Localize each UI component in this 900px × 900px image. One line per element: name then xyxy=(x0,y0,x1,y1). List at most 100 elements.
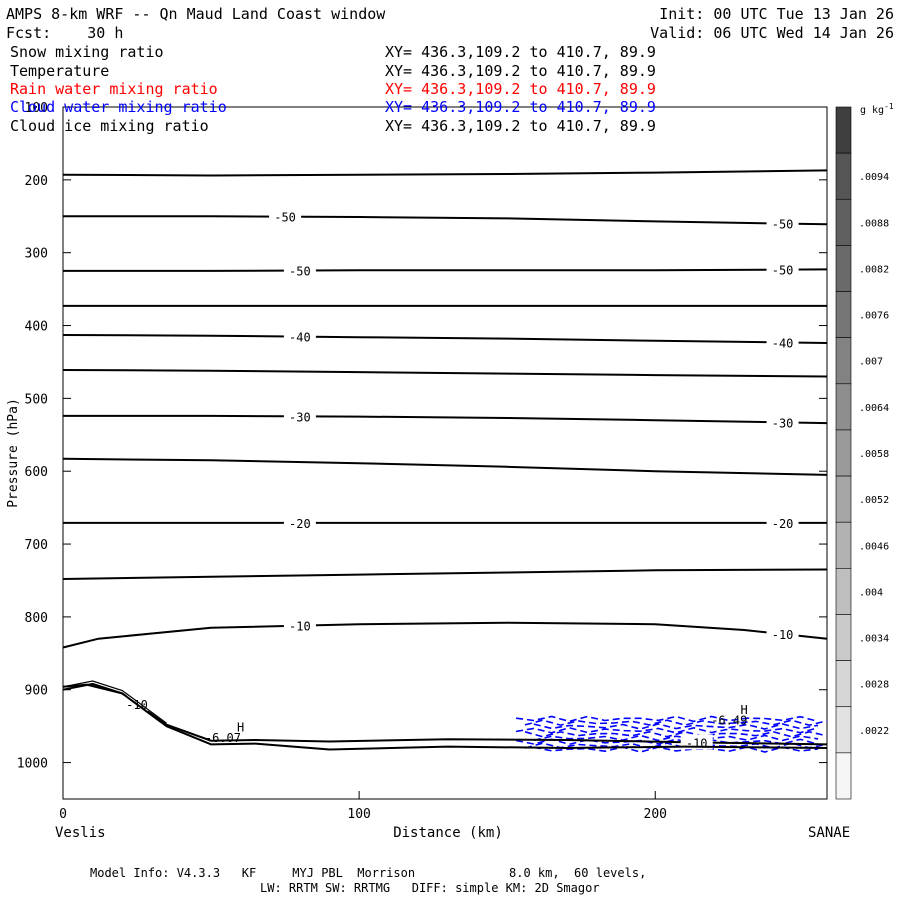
contour-label: -20 xyxy=(289,517,311,531)
colorbar-swatch xyxy=(835,429,852,477)
colorbar-swatch xyxy=(835,568,852,615)
temperature-contour xyxy=(62,369,828,378)
contour-label: -50 xyxy=(772,218,794,232)
legend-xy-snow: XY= 436.3,109.2 to 410.7, 89.9 xyxy=(385,43,656,61)
colorbar-label: .0052 xyxy=(859,495,889,506)
contour-label-bg xyxy=(269,208,302,224)
contour-label-bg xyxy=(766,261,799,277)
y-tick-label: 500 xyxy=(25,392,48,407)
temperature-contour xyxy=(62,169,828,177)
x-endpoint-right: SANAE xyxy=(808,825,850,841)
contour-label-bg xyxy=(766,626,799,642)
colorbar-label: .0088 xyxy=(859,218,889,229)
contour-label: -30 xyxy=(772,416,794,430)
colorbar-label: .0094 xyxy=(859,172,889,183)
colorbar-label: .0058 xyxy=(859,449,889,460)
colorbar-label: .007 xyxy=(859,357,883,368)
temperature-contour xyxy=(63,215,828,226)
colorbar-label: .0022 xyxy=(859,726,889,737)
cloud-water-contour xyxy=(515,715,819,723)
y-tick-label: 800 xyxy=(25,611,48,626)
contour-label: -40 xyxy=(289,331,311,345)
colorbar-swatch xyxy=(835,198,852,246)
colorbar-swatch xyxy=(835,383,852,431)
x-tick-label: 200 xyxy=(644,807,667,822)
temperature-contour xyxy=(62,568,828,580)
colorbar: .0094 .0088 .0082 .0076 .007 .0064 .0058 .0052.… xyxy=(835,106,889,800)
colorbar-label: .0076 xyxy=(859,311,889,322)
legend-label-cloud-ice: Cloud ice mixing ratio xyxy=(10,117,209,135)
temperature-contour xyxy=(63,414,828,425)
cloud-water-contour xyxy=(533,746,819,753)
header-init: Init: 00 UTC Tue 13 Jan 26 xyxy=(659,5,894,23)
legend-xy-cloud-ice: XY= 436.3,109.2 to 410.7, 89.9 xyxy=(385,117,656,135)
plot-layer: 100 200 300 400 500 600 700 800 900 1000 0 100 200 -5… xyxy=(17,101,828,822)
x-axis-label: Distance (km) xyxy=(393,825,503,841)
legend: Snow mixing ratio XY= 436.3,109.2 to 410… xyxy=(10,43,656,135)
y-tick-label: 100 xyxy=(25,101,48,116)
colorbar-swatch xyxy=(835,614,852,661)
header-title: AMPS 8-km WRF -- Qn Maud Land Coast wind… xyxy=(6,5,386,23)
colorbar-label: .0028 xyxy=(859,680,889,691)
cloud-water-contour xyxy=(515,726,819,734)
cloud-water-contour xyxy=(524,719,828,727)
legend-label-cloud-water: Cloud water mixing ratio xyxy=(10,98,227,116)
footer-schemes: LW: RRTM SW: RRTMG DIFF: simple KM: 2D S… xyxy=(260,881,600,895)
legend-xy-temperature: XY= 436.3,109.2 to 410.7, 89.9 xyxy=(385,62,656,80)
legend-xy-rain: XY= 436.3,109.2 to 410.7, 89.9 xyxy=(385,80,656,98)
temperature-contour xyxy=(63,268,828,272)
colorbar-swatch xyxy=(835,152,852,200)
contour-label-bg xyxy=(283,408,316,424)
y-tick-label: 400 xyxy=(25,320,48,335)
contour-label: -50 xyxy=(274,211,296,225)
colorbar-unit-text: g kg xyxy=(860,105,884,116)
contour-label-bg xyxy=(766,334,799,350)
x-tick-label: 100 xyxy=(347,807,370,822)
plot-frame xyxy=(62,106,828,800)
extremum-annotation: H xyxy=(740,703,747,717)
colorbar-label: .0082 xyxy=(859,264,889,275)
temperature-contour xyxy=(62,334,828,344)
contour-label: -10 xyxy=(772,628,794,642)
contour-label-bg xyxy=(766,215,799,231)
contour-label-bg xyxy=(680,734,713,750)
extremum-annotation: -6.49 xyxy=(711,714,747,728)
terrain-line xyxy=(62,682,828,751)
contour-label: -50 xyxy=(772,264,794,278)
y-tick-label: 700 xyxy=(25,538,48,553)
contour-label: -10 xyxy=(686,736,708,750)
colorbar-swatch xyxy=(835,245,852,292)
contour-label: -40 xyxy=(772,336,794,350)
footer-model-info: Model Info: V4.3.3 KF MYJ PBL Morrison 8… xyxy=(90,866,646,880)
colorbar-label: .0064 xyxy=(859,403,889,414)
header-fcst: Fcst: 30 h xyxy=(6,24,123,42)
extremum-annotation: -6.07 xyxy=(205,731,241,745)
colorbar-label: .0034 xyxy=(859,634,889,645)
legend-xy-cloud-water: XY= 436.3,109.2 to 410.7, 89.9 xyxy=(385,98,656,116)
y-tick-label: 200 xyxy=(25,174,48,189)
temperature-contour xyxy=(62,457,828,476)
y-axis-label: Pressure (hPa) xyxy=(6,398,21,508)
header-valid: Valid: 06 UTC Wed 14 Jan 26 xyxy=(650,24,894,42)
colorbar-swatch xyxy=(835,706,852,754)
contour-label: -20 xyxy=(772,517,794,531)
temperature-contour xyxy=(62,621,828,649)
terrain-line xyxy=(62,680,167,724)
contour-label-bg xyxy=(766,514,799,530)
colorbar-label: .004 xyxy=(859,587,883,598)
colorbar-swatch xyxy=(835,521,852,569)
contour-label-bg xyxy=(283,514,316,530)
colorbar-unit-exponent: -1 xyxy=(884,102,894,111)
y-tick-label: 600 xyxy=(25,465,48,480)
colorbar-swatch xyxy=(835,752,852,800)
colorbar-swatch xyxy=(835,475,852,523)
cloud-water-contour xyxy=(533,734,819,742)
colorbar-swatch xyxy=(835,337,852,385)
contour-label-bg xyxy=(283,262,316,278)
cloud-water-contour xyxy=(533,723,819,730)
y-tick-label: 1000 xyxy=(17,757,48,772)
colorbar-unit: g kg-1 xyxy=(860,102,894,116)
contour-label-bg xyxy=(766,414,799,430)
contour-label-bg xyxy=(283,617,316,633)
